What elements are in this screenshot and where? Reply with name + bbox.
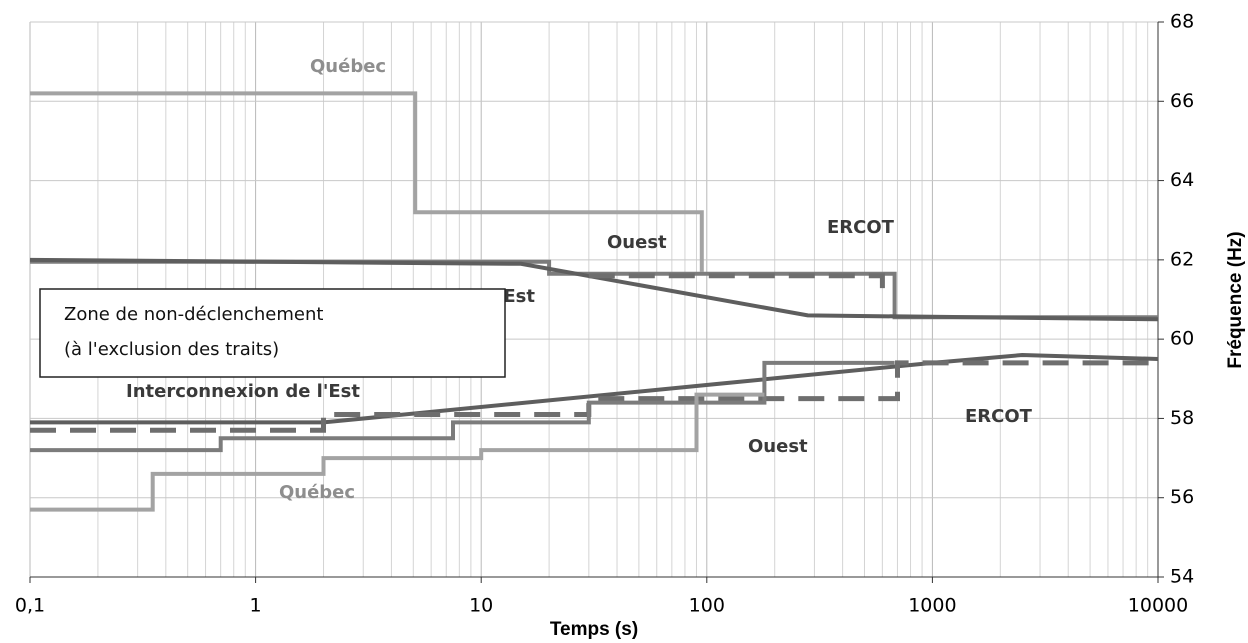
annotation: (à l'exclusion des traits) — [64, 339, 279, 360]
series-label: ERCOT — [965, 406, 1033, 427]
series-label: Québec — [310, 56, 386, 77]
series-line — [588, 273, 885, 300]
y-tick-label: 64 — [1170, 169, 1194, 191]
series-label: Interconnexion de l'Est — [126, 381, 360, 402]
series-label: ERCOT — [827, 217, 895, 238]
series-line — [30, 392, 765, 512]
y-tick-label: 68 — [1170, 11, 1194, 33]
series-label: Ouest — [748, 436, 808, 457]
x-tick-label: 10000 — [1128, 595, 1188, 617]
series-line — [30, 91, 704, 272]
x-axis-title: Temps (s) — [550, 619, 638, 640]
y-tick-label: 56 — [1170, 486, 1194, 508]
annotation: Zone de non-déclenchement — [64, 304, 323, 325]
y-tick-label: 54 — [1170, 566, 1194, 588]
series-line — [30, 360, 895, 453]
series-line — [29, 257, 1159, 322]
x-tick-label: 0,1 — [15, 595, 45, 617]
y-axis-title: Fréquence (Hz) — [1225, 231, 1246, 368]
y-tick-label: 60 — [1170, 328, 1194, 350]
annotation-box — [39, 288, 506, 378]
x-tick-label: 10 — [469, 595, 493, 617]
y-tick-label: 58 — [1170, 407, 1194, 429]
series-label: Ouest — [607, 232, 667, 253]
x-tick-label: 100 — [689, 595, 725, 617]
y-tick-label: 66 — [1170, 90, 1194, 112]
x-tick-label: 1 — [250, 595, 262, 617]
y-tick-label: 62 — [1170, 248, 1194, 270]
x-tick-label: 1000 — [908, 595, 956, 617]
series-label: Québec — [279, 482, 355, 503]
